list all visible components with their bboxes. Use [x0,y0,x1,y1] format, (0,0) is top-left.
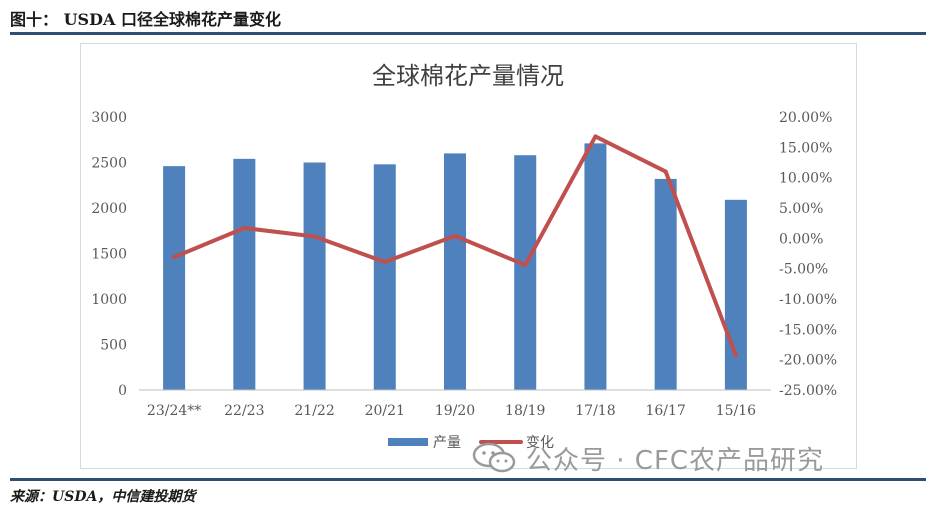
bar [514,155,537,390]
right-axis-tick-label: -10.00% [779,292,837,308]
source-note: 来源：USDA，中信建投期货 [10,489,196,505]
right-axis-tick-label: 0.00% [779,231,823,247]
x-axis-tick-label: 18/19 [505,403,545,419]
right-axis-tick-label: -20.00% [779,353,837,369]
x-axis-tick-label: 16/17 [645,403,685,419]
left-axis-tick-label: 500 [100,338,127,354]
line-point [593,134,598,139]
bar [233,158,256,390]
bar [654,178,677,390]
line-point [312,234,317,239]
x-axis-tick-label: 22/23 [224,403,264,419]
figure-caption: 图十： USDA 口径全球棉花产量变化 [10,10,281,29]
legend-label: 产量 [433,435,461,451]
left-axis-tick-label: 2000 [91,201,127,217]
right-axis-tick-label: 20.00% [779,110,832,126]
legend-swatch-bar [388,438,428,446]
watermark: 公众号 · CFC农产品研究 [472,440,824,476]
figure-header: 图十： USDA 口径全球棉花产量变化 [10,6,926,30]
chart-svg: 全球棉花产量情况 0 500 1000 1500 2000 2500 3000 -25.00… [91,62,837,451]
line-point [242,226,247,231]
line-point [382,259,387,264]
x-axis-tick-label: 23/24** [147,403,201,419]
bar [373,164,396,390]
line-point [663,169,668,174]
left-axis-tick-label: 1000 [91,292,127,308]
right-axis-tick-label: 10.00% [779,171,832,187]
left-axis-tick-label: 0 [118,383,127,399]
line-point [453,233,457,238]
chart-title: 全球棉花产量情况 [372,62,564,90]
legend-label: 变化 [526,435,554,451]
bar [303,162,326,390]
chart-frame: 全球棉花产量情况 0 500 1000 1500 2000 2500 3000 -25.00… [80,43,857,469]
bar [584,143,607,390]
header-rule [10,32,926,35]
watermark-text: 公众号 · CFC农产品研究 [526,445,825,476]
footer-rule [10,478,926,481]
x-axis-tick-label: 19/20 [435,403,475,419]
x-axis-tick-label: 21/22 [294,403,334,419]
bar [724,199,747,390]
wechat-icon [472,442,516,473]
left-axis-tick-label: 3000 [91,110,127,126]
x-axis-tick-label: 17/18 [575,403,615,419]
bar [444,153,466,390]
right-axis-tick-label: -5.00% [779,262,828,278]
left-axis-tick-label: 1500 [91,247,127,263]
line-point [523,263,528,268]
right-axis-tick-label: 15.00% [779,140,832,156]
x-axis-tick-label: 15/16 [716,403,756,419]
right-axis-tick-label: -25.00% [779,383,837,399]
line-point [733,353,738,358]
x-axis-tick-label: 20/21 [365,403,405,419]
right-axis-tick-label: 5.00% [779,201,823,217]
right-axis-tick-label: -15.00% [779,322,837,338]
bar [163,166,186,390]
left-axis-tick-label: 2500 [91,156,127,172]
line-point [172,255,177,260]
